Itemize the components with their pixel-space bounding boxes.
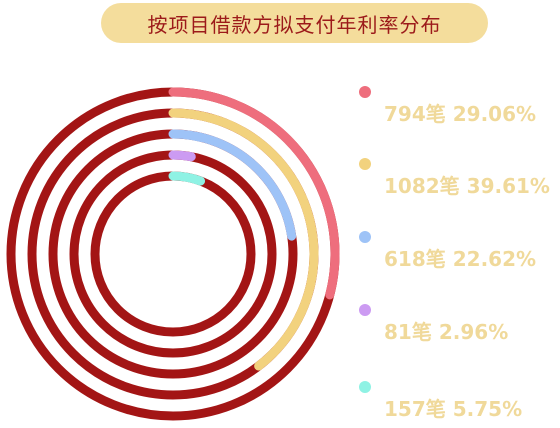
- legend-item[interactable]: 1082笔 39.61%: [355, 152, 560, 202]
- legend-count: 794笔: [384, 102, 446, 126]
- legend-dot-icon: [359, 231, 371, 243]
- legend-item[interactable]: 794笔 29.06%: [355, 80, 560, 130]
- legend-label: 81笔 2.96%: [384, 316, 508, 345]
- legend-label: 157笔 5.75%: [384, 393, 522, 422]
- legend-label: 618笔 22.62%: [384, 243, 536, 272]
- legend-dot-icon: [359, 304, 371, 316]
- legend-percent: 5.75%: [452, 397, 523, 421]
- legend-dot-icon: [359, 86, 371, 98]
- legend-percent: 22.62%: [452, 247, 537, 271]
- legend-count: 618笔: [384, 247, 446, 271]
- legend-count: 1082笔: [384, 174, 460, 198]
- chart-title: 按项目借款方拟支付年利率分布: [147, 12, 442, 37]
- legend-item[interactable]: 618笔 22.62%: [355, 225, 560, 275]
- legend-percent: 39.61%: [466, 174, 550, 198]
- ring-track: [90, 171, 256, 337]
- legend-label: 794笔 29.06%: [384, 98, 536, 127]
- legend-item[interactable]: 157笔 5.75%: [355, 375, 560, 425]
- ring-track: [69, 150, 277, 358]
- legend-item[interactable]: 81笔 2.96%: [355, 298, 560, 348]
- ring-arc[interactable]: [168, 150, 196, 162]
- legend-label: 1082笔 39.61%: [384, 170, 550, 199]
- legend-dot-icon: [359, 381, 371, 393]
- legend-percent: 2.96%: [438, 320, 509, 344]
- legend-percent: 29.06%: [452, 102, 537, 126]
- legend-count: 81笔: [384, 320, 432, 344]
- chart-title-pill: 按项目借款方拟支付年利率分布: [101, 3, 488, 43]
- ring-arc[interactable]: [168, 171, 206, 186]
- legend-dot-icon: [359, 158, 371, 170]
- ring-arc[interactable]: [168, 108, 319, 371]
- legend-count: 157笔: [384, 397, 446, 421]
- ring-arc[interactable]: [168, 129, 297, 241]
- ring-arc[interactable]: [168, 87, 340, 300]
